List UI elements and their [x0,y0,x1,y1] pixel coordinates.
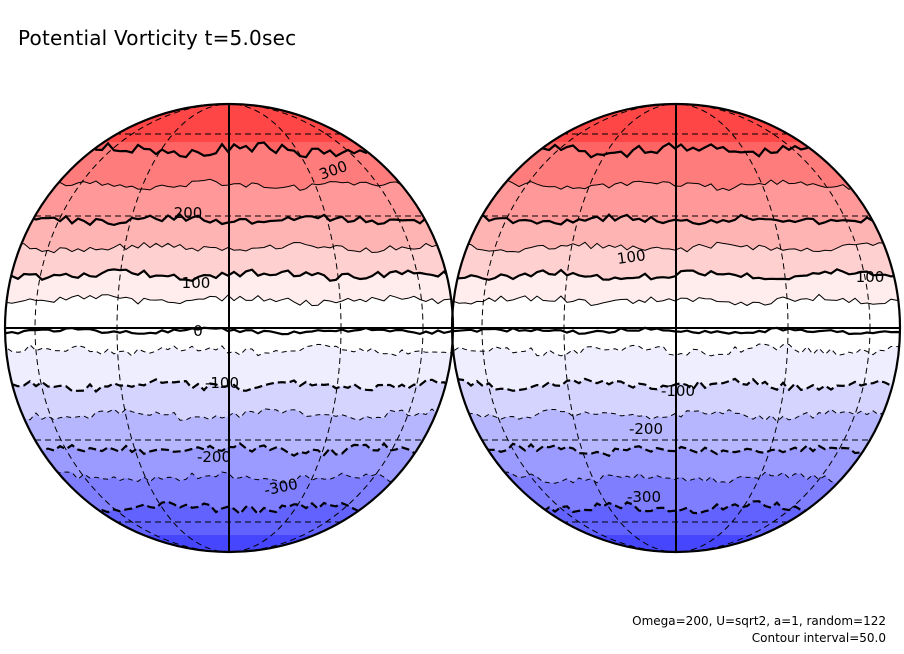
contour-label: -200 [629,420,663,438]
globe-outline [450,102,902,554]
contour-line--250 [5,471,453,484]
contour-label: 100 [856,268,885,286]
chart-title: Potential Vorticity t=5.0sec [18,26,297,50]
contour-label: -100 [205,374,239,392]
right-globe [452,104,900,552]
contour-label: -200 [197,448,231,466]
left-globe [5,104,453,552]
parameters-text: Omega=200, U=sqrt2, a=1, random=122 [632,614,886,628]
contour-interval-text: Contour interval=50.0 [751,631,886,645]
contour-line--50 [452,343,900,357]
contour-label: 100 [182,274,211,292]
contour-label: 200 [174,204,203,222]
contour-line--150 [5,408,453,421]
pv-band-300 [452,142,900,158]
contour-label: -300 [627,488,661,506]
contour-label: 0 [193,322,203,340]
contour-label: -100 [661,382,695,400]
contour-label: 100 [616,246,647,268]
